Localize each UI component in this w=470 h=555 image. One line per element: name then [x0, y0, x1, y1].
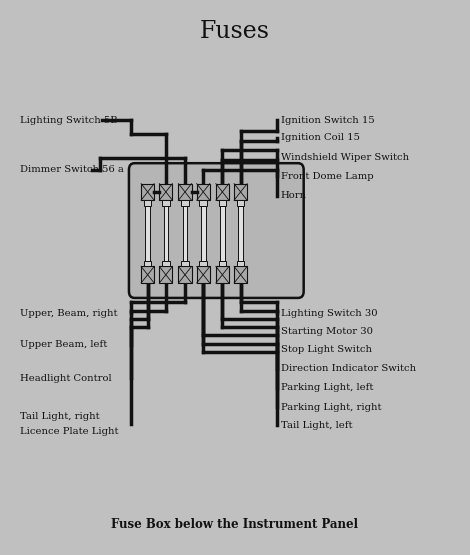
Bar — [199, 200, 207, 206]
Text: Parking Light, right: Parking Light, right — [281, 403, 381, 412]
Bar — [179, 266, 192, 283]
FancyBboxPatch shape — [129, 163, 304, 298]
Text: Tail Light, left: Tail Light, left — [281, 421, 352, 430]
Bar — [199, 261, 207, 266]
Text: Headlight Control: Headlight Control — [20, 374, 112, 382]
Bar — [183, 206, 188, 261]
Bar — [159, 184, 172, 200]
Text: Ignition Coil 15: Ignition Coil 15 — [281, 133, 360, 142]
Bar — [234, 266, 247, 283]
Bar — [216, 184, 229, 200]
Bar — [216, 266, 229, 283]
Bar — [219, 200, 226, 206]
Bar — [237, 200, 244, 206]
Text: Front Dome Lamp: Front Dome Lamp — [281, 172, 373, 181]
Bar — [196, 184, 210, 200]
Bar — [220, 206, 225, 261]
Bar — [164, 206, 168, 261]
Text: Dimmer Switch 56 a: Dimmer Switch 56 a — [20, 165, 124, 174]
Text: Ignition Switch 15: Ignition Switch 15 — [281, 115, 375, 125]
Text: Windshield Wiper Switch: Windshield Wiper Switch — [281, 153, 409, 162]
Bar — [144, 200, 151, 206]
Bar — [141, 266, 154, 283]
Text: Horn: Horn — [281, 191, 307, 200]
Bar — [145, 206, 150, 261]
Bar — [201, 206, 205, 261]
Bar — [234, 184, 247, 200]
Bar — [179, 184, 192, 200]
Text: Upper, Beam, right: Upper, Beam, right — [20, 309, 118, 318]
Bar — [238, 206, 243, 261]
Text: Fuse Box below the Instrument Panel: Fuse Box below the Instrument Panel — [111, 518, 359, 531]
Bar — [237, 261, 244, 266]
Text: Licence Plate Light: Licence Plate Light — [20, 427, 118, 436]
Bar — [181, 261, 189, 266]
Text: Fuses: Fuses — [200, 21, 270, 43]
Text: Stop Light Switch: Stop Light Switch — [281, 345, 372, 354]
Bar — [162, 261, 170, 266]
Bar — [162, 200, 170, 206]
Bar — [181, 200, 189, 206]
Bar — [219, 261, 226, 266]
Text: Tail Light, right: Tail Light, right — [20, 412, 100, 421]
Bar — [196, 266, 210, 283]
Bar — [141, 184, 154, 200]
Bar — [159, 266, 172, 283]
Text: Direction Indicator Switch: Direction Indicator Switch — [281, 364, 416, 373]
Bar — [144, 261, 151, 266]
Text: Starting Motor 30: Starting Motor 30 — [281, 326, 373, 336]
Text: Parking Light, left: Parking Light, left — [281, 384, 373, 392]
Text: Lighting Switch 30: Lighting Switch 30 — [281, 309, 377, 318]
Text: Lighting Switch 5B: Lighting Switch 5B — [20, 115, 118, 125]
Text: Upper Beam, left: Upper Beam, left — [20, 340, 107, 349]
